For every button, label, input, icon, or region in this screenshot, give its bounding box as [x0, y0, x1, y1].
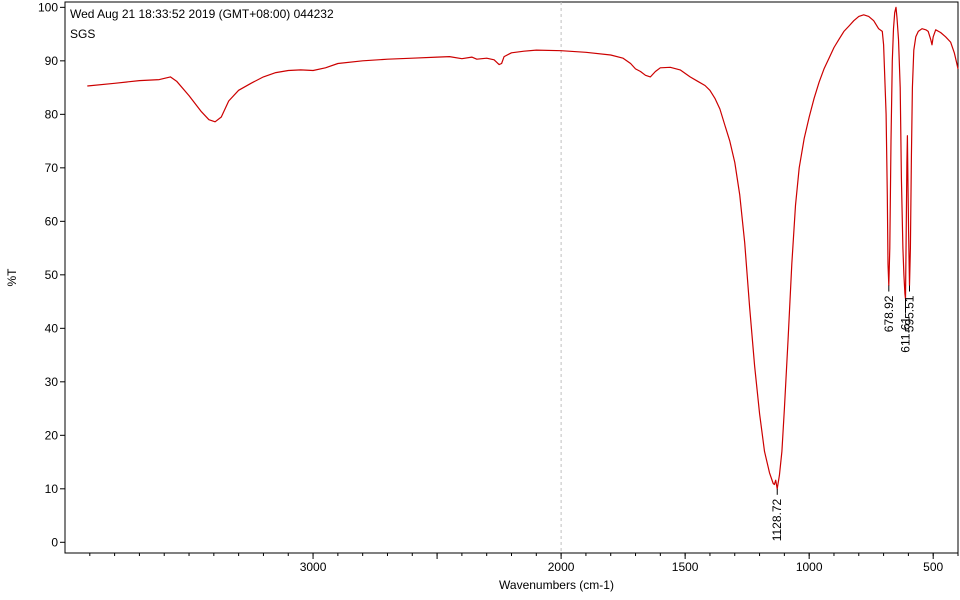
header-timestamp: Wed Aug 21 18:33:52 2019 (GMT+08:00) 044…	[70, 7, 334, 21]
y-tick-label: 30	[45, 375, 59, 389]
x-tick-label: 1500	[672, 560, 699, 574]
y-tick-label: 80	[45, 107, 59, 121]
x-tick-label: 1000	[796, 560, 823, 574]
peak-label: 611.61	[899, 317, 913, 353]
y-tick-label: 70	[45, 161, 59, 175]
y-tick-label: 50	[45, 268, 59, 282]
y-tick-label: 40	[45, 321, 59, 335]
peak-label: 1128.72	[770, 498, 784, 541]
peak-label: 595.51	[903, 295, 917, 332]
x-tick-label: 500	[923, 560, 943, 574]
spectrum-line	[87, 6, 959, 490]
y-tick-label: 90	[45, 54, 59, 68]
plot-frame	[64, 1, 959, 554]
peak-label: 678.92	[882, 295, 896, 332]
y-tick-label: 10	[45, 482, 59, 496]
y-axis-title: %T	[5, 268, 19, 287]
y-tick-label: 0	[51, 535, 58, 549]
x-tick-label: 3000	[300, 560, 327, 574]
x-tick-label: 2000	[548, 560, 575, 574]
y-tick-label: 60	[45, 214, 59, 228]
y-tick-label: 20	[45, 428, 59, 442]
x-axis-title: Wavenumbers (cm-1)	[499, 578, 614, 592]
header-sample-name: SGS	[70, 27, 95, 41]
y-tick-label: 100	[38, 0, 58, 14]
